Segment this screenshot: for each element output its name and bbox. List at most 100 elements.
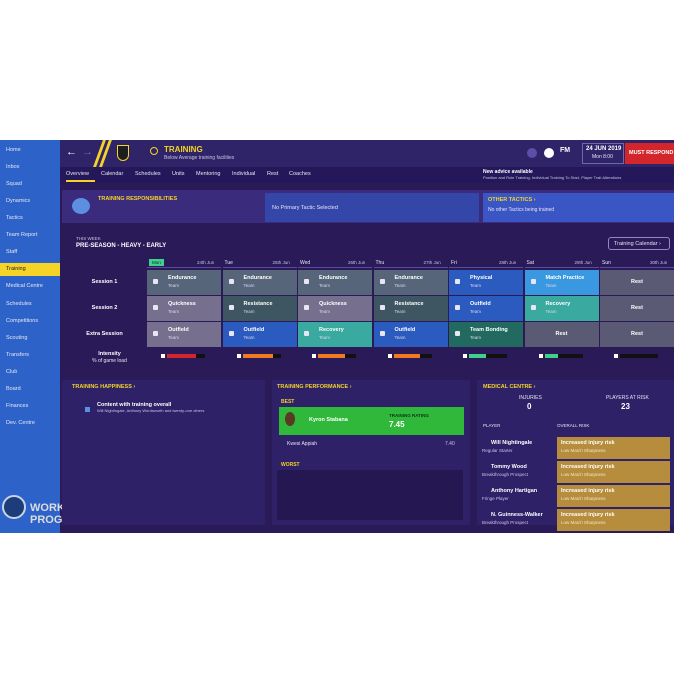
- session-icon: [304, 279, 309, 284]
- nav-item[interactable]: Home: [6, 147, 21, 153]
- tab[interactable]: Schedules: [135, 171, 161, 177]
- tab[interactable]: Individual: [232, 171, 256, 177]
- nav-item[interactable]: Scouting: [6, 334, 28, 341]
- nav-item[interactable]: Finances: [6, 402, 29, 409]
- nav-item[interactable]: Club: [6, 368, 18, 375]
- player-name[interactable]: Tommy Wood: [491, 464, 527, 470]
- session-title: Quickness: [319, 301, 347, 307]
- club-crest: [117, 145, 129, 161]
- session-icon: [379, 279, 385, 284]
- help-icon[interactable]: [544, 148, 554, 158]
- nav-item[interactable]: Team Report: [6, 232, 38, 239]
- tab[interactable]: Calendar: [101, 171, 124, 177]
- session-type: Team: [545, 283, 557, 288]
- best-card[interactable]: [279, 407, 464, 435]
- calendar-button[interactable]: Training Calendar ›: [608, 237, 670, 250]
- day-rule: [524, 267, 599, 268]
- other-title[interactable]: OTHER TACTICS ›: [488, 197, 536, 203]
- continue-button[interactable]: MUST RESPOND: [625, 143, 674, 164]
- nav-item[interactable]: Competitions: [6, 317, 39, 324]
- session-icon: [228, 305, 234, 310]
- risk-box: [557, 485, 670, 507]
- session-cell[interactable]: [298, 322, 372, 347]
- risk-title: Increased injury risk: [561, 488, 615, 494]
- status-icon[interactable]: [527, 148, 537, 158]
- section-title[interactable]: TRAINING HAPPINESS ›: [72, 384, 136, 390]
- day-date: 28th Jun: [499, 260, 517, 265]
- nav-item[interactable]: Staff: [6, 249, 18, 256]
- risk-title: Increased injury risk: [561, 512, 615, 518]
- player-name[interactable]: Will Nightingale: [491, 440, 533, 446]
- session-cell[interactable]: [600, 322, 674, 347]
- risk-reason: Low Match Sharpness: [561, 472, 606, 477]
- session-type: Team: [243, 283, 255, 288]
- session-cell[interactable]: [222, 322, 297, 347]
- section-title[interactable]: TRAINING RESPONSIBILITIES: [98, 196, 178, 202]
- nav-item[interactable]: Board: [6, 385, 21, 392]
- nav-item[interactable]: Inbox: [6, 164, 20, 171]
- session-cell[interactable]: [600, 270, 674, 295]
- session-cell[interactable]: [373, 322, 448, 347]
- section-title[interactable]: MEDICAL CENTRE ›: [483, 384, 536, 390]
- session-cell[interactable]: [524, 322, 599, 347]
- nav-item[interactable]: Schedules: [6, 300, 32, 307]
- session-cell[interactable]: [298, 270, 372, 295]
- advice-title[interactable]: New advice available: [483, 169, 533, 175]
- session-cell[interactable]: [449, 296, 523, 321]
- intensity-bar: [242, 354, 273, 358]
- session-cell[interactable]: [373, 296, 448, 321]
- brand-button[interactable]: FM: [560, 147, 571, 154]
- session-icon: [304, 331, 309, 336]
- search-icon[interactable]: [150, 147, 158, 155]
- session-icon: [455, 279, 460, 284]
- nav-item[interactable]: Medical Centre: [6, 283, 43, 290]
- session-cell[interactable]: [449, 322, 523, 347]
- session-cell[interactable]: [524, 296, 599, 321]
- player-role: Regular Starter: [482, 448, 513, 453]
- session-cell[interactable]: [524, 270, 599, 295]
- player-name[interactable]: N. Guinness-Walker: [491, 512, 543, 518]
- nav-item[interactable]: Dev. Centre: [6, 419, 35, 426]
- session-cell[interactable]: [600, 296, 674, 321]
- session-cell[interactable]: [222, 296, 297, 321]
- tab[interactable]: Mentoring: [196, 171, 221, 177]
- day-name: Mon: [149, 259, 164, 267]
- session-icon: [455, 305, 460, 310]
- session-title: Resistance: [394, 301, 424, 307]
- session-cell[interactable]: [222, 270, 297, 295]
- back-arrow[interactable]: ←: [66, 146, 77, 158]
- tab[interactable]: Units: [172, 171, 185, 177]
- session-cell[interactable]: [147, 270, 221, 295]
- day-date: 25th Jun: [272, 260, 290, 265]
- intensity-marker: [538, 354, 543, 358]
- session-cell[interactable]: [449, 270, 523, 295]
- session-cell[interactable]: [373, 270, 448, 295]
- section-title[interactable]: TRAINING PERFORMANCE ›: [277, 384, 352, 390]
- nav-item[interactable]: Tactics: [6, 215, 23, 222]
- runner-name[interactable]: Kwesi Appiah: [287, 441, 318, 447]
- nav-item[interactable]: Squad: [6, 181, 22, 188]
- injuries-label: INJURIES: [519, 395, 542, 401]
- tab[interactable]: Overview: [66, 171, 89, 177]
- week-label: THIS WEEK: [76, 236, 101, 241]
- date-box[interactable]: [582, 143, 624, 164]
- nav-item[interactable]: Transfers: [6, 351, 30, 358]
- session-cell[interactable]: [298, 296, 372, 321]
- intensity-bar: [544, 354, 558, 358]
- nav-item[interactable]: Training: [0, 263, 60, 277]
- forward-arrow[interactable]: →: [82, 146, 93, 158]
- nav-item[interactable]: Dynamics: [6, 198, 31, 205]
- session-cell[interactable]: [147, 296, 221, 321]
- session-icon: [153, 305, 158, 310]
- best-rating: 7.45: [389, 420, 405, 429]
- tab[interactable]: Coaches: [289, 171, 311, 177]
- session-type: Team: [394, 309, 406, 314]
- intensity-track: [620, 354, 658, 358]
- intensity-track: [469, 354, 507, 358]
- tab[interactable]: Rest: [267, 171, 279, 177]
- session-cell[interactable]: [147, 322, 221, 347]
- session-title: Match Practice: [545, 275, 585, 281]
- intensity-marker: [312, 354, 316, 358]
- player-name[interactable]: Anthony Hartigan: [491, 488, 538, 494]
- date: 24 JUN 2019: [586, 146, 622, 152]
